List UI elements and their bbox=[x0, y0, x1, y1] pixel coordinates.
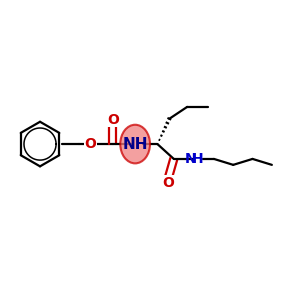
Text: O: O bbox=[85, 137, 97, 151]
Text: NH: NH bbox=[122, 136, 148, 152]
Text: O: O bbox=[162, 176, 174, 190]
Text: N: N bbox=[184, 152, 196, 166]
Text: O: O bbox=[107, 113, 119, 127]
Ellipse shape bbox=[120, 125, 150, 164]
Text: H: H bbox=[192, 152, 203, 166]
